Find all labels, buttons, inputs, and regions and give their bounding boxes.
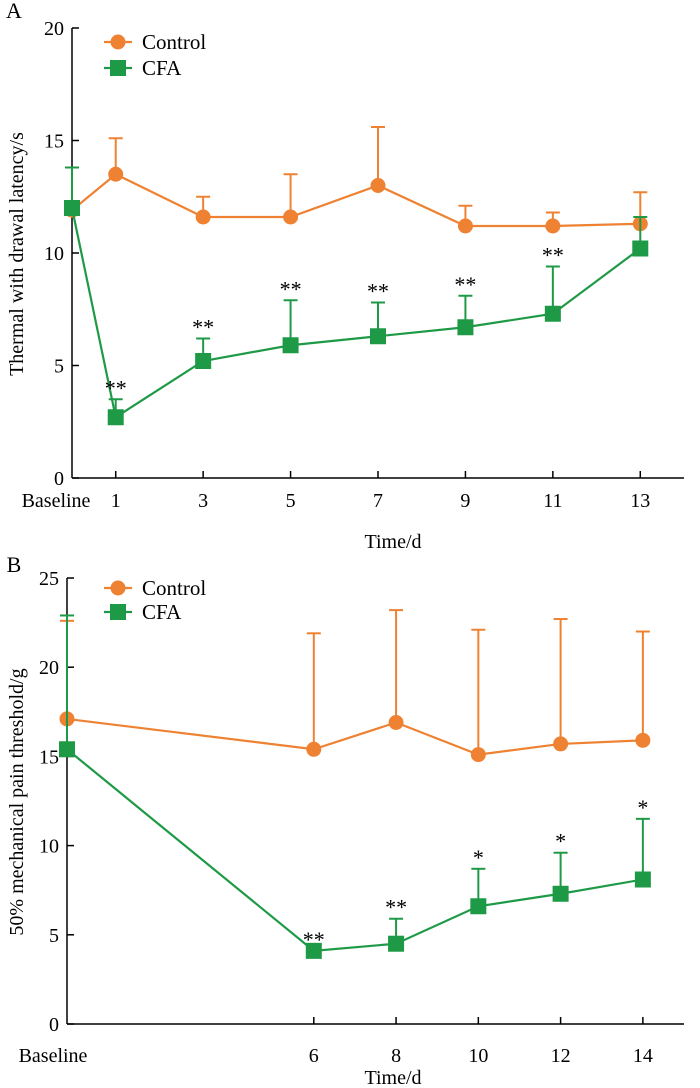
y-axis-title: Thermal with drawal latency/s	[6, 132, 28, 376]
data-point	[370, 178, 386, 193]
data-point	[545, 218, 561, 234]
data-point	[108, 166, 124, 182]
data-point	[370, 328, 386, 345]
data-point	[282, 337, 299, 354]
significance-label: **	[303, 927, 325, 952]
series-line	[66, 717, 643, 756]
series-line	[66, 748, 644, 952]
legend-label: Control	[142, 30, 206, 54]
legend-marker	[110, 604, 126, 620]
data-point	[107, 409, 124, 426]
series-cfa: *******	[59, 614, 651, 959]
y-tick-label: 0	[49, 1014, 59, 1036]
x-tick-label: 1	[111, 490, 121, 512]
data-point	[470, 747, 486, 763]
legend-marker	[110, 34, 126, 50]
y-tick-label: 15	[44, 131, 64, 153]
significance-label: **	[385, 895, 407, 920]
legend-marker	[110, 580, 126, 596]
y-tick-label: 15	[39, 746, 59, 768]
y-tick-label: 5	[54, 356, 64, 378]
data-point	[470, 898, 487, 915]
x-tick-label: 9	[460, 490, 470, 512]
y-tick-label: 10	[44, 243, 64, 265]
data-point	[306, 741, 322, 757]
data-point	[64, 200, 80, 216]
significance-label: **	[192, 315, 214, 340]
panel-label: A	[6, 0, 22, 23]
x-tick-label: 14	[633, 1045, 653, 1067]
data-point	[552, 885, 569, 902]
panel-label: B	[7, 552, 22, 577]
data-point	[457, 319, 474, 336]
data-point	[553, 736, 569, 752]
significance-label: **	[367, 279, 389, 304]
x-tick-label: 6	[309, 1045, 319, 1067]
significance-label: **	[280, 276, 302, 301]
data-point	[457, 218, 473, 234]
x-axis-title: Time/d	[364, 531, 421, 553]
data-point	[544, 305, 561, 322]
x-tick-label: 3	[198, 490, 208, 512]
y-tick-label: 25	[39, 568, 59, 590]
data-point	[195, 353, 212, 369]
legend-label: CFA	[142, 56, 182, 80]
significance-label: *	[555, 829, 566, 854]
x-tick-label: 13	[630, 490, 650, 512]
series-line	[71, 172, 641, 228]
data-point	[632, 240, 649, 257]
series-control	[59, 609, 651, 763]
x-tick-label: 8	[391, 1045, 401, 1067]
data-point	[634, 871, 651, 888]
y-axis-title: 50% mechanical pain threshold/g	[6, 668, 28, 935]
y-tick-label: 10	[39, 836, 59, 858]
data-point	[388, 935, 405, 952]
x-tick-label: 11	[543, 490, 562, 512]
significance-label: *	[637, 795, 648, 820]
significance-label: *	[473, 845, 484, 870]
y-tick-label: 20	[39, 657, 59, 679]
significance-label: **	[454, 272, 476, 297]
data-point	[195, 209, 211, 225]
data-point	[305, 942, 322, 959]
y-tick-label: 0	[54, 468, 64, 490]
x-tick-label: 10	[468, 1045, 488, 1067]
x-tick-label: 12	[551, 1045, 571, 1067]
legend-label: Control	[142, 576, 206, 600]
panel-b: B 0 5 10 15 20 25 6 8 10 12 14 Baseline Time/d 50% mec…	[6, 552, 684, 1088]
x-tick-label: 5	[286, 490, 296, 512]
legend-marker	[110, 60, 126, 76]
legend-label: CFA	[142, 600, 182, 624]
series-control	[64, 126, 648, 234]
significance-label: **	[542, 243, 564, 268]
data-point	[635, 732, 651, 748]
y-tick-label: 5	[49, 925, 59, 947]
data-point	[388, 715, 404, 731]
series-line	[70, 207, 641, 420]
baseline-label: Baseline	[19, 1045, 88, 1067]
x-tick-label: 7	[373, 490, 383, 512]
significance-label: **	[105, 375, 127, 400]
data-point	[283, 209, 299, 225]
series-cfa: ** ** ** ** ** **	[64, 166, 649, 426]
baseline-label: Baseline	[22, 490, 91, 512]
data-point	[59, 741, 75, 758]
y-tick-label: 20	[44, 18, 64, 40]
x-axis-title: Time/d	[364, 1067, 421, 1088]
